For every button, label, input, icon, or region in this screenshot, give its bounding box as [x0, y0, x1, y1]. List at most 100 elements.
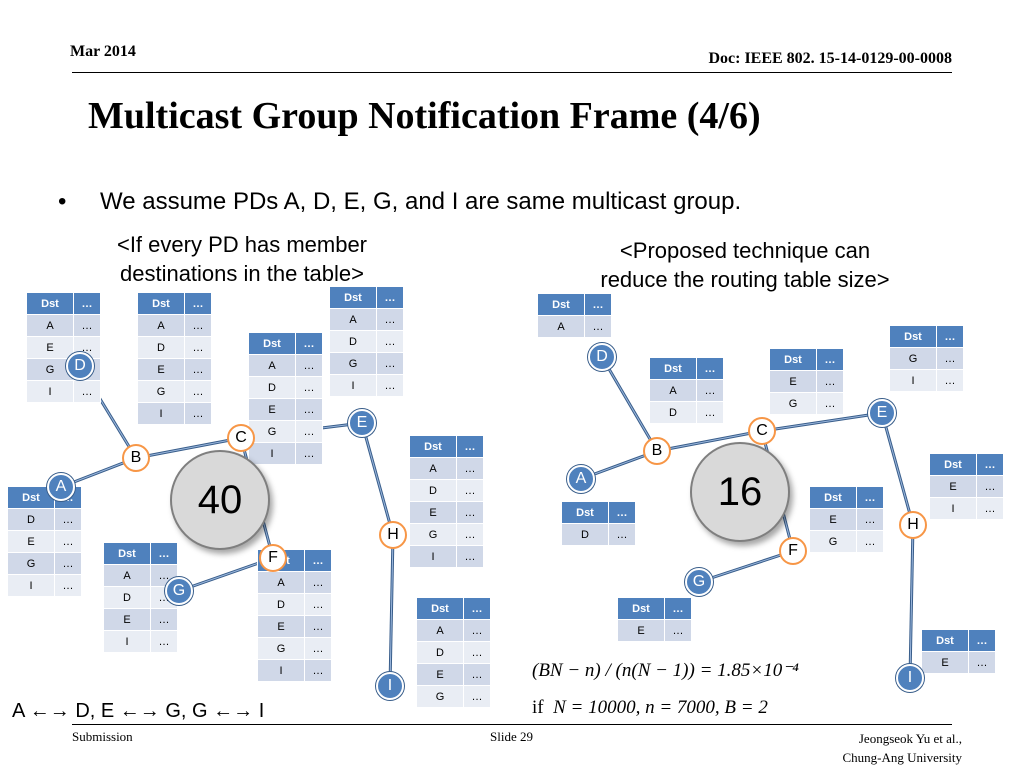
dst-cell: E	[257, 615, 305, 638]
dst-cell: A	[248, 354, 296, 377]
table-header-row: Dst…	[416, 597, 491, 620]
dst-cell: D	[561, 523, 609, 546]
dst-cell: E	[617, 619, 665, 642]
routing-table: Dst… E… G…	[769, 348, 844, 415]
next-hop-cell: …	[150, 630, 178, 653]
routing-table: Dst…A…D…E…G…I…	[137, 292, 212, 425]
table-header-row: Dst…	[137, 292, 212, 315]
table-row: G…	[329, 352, 404, 375]
dst-cell: D	[257, 593, 305, 616]
bullet-symbol: •	[58, 188, 67, 215]
bullet-item: • We assume PDs A, D, E, G, and I are sam…	[58, 188, 741, 216]
table-row: G…	[416, 685, 491, 708]
table-header-row: Dst…	[329, 286, 404, 309]
table-header-row: Dst…	[929, 453, 1004, 476]
node-i: I	[376, 672, 404, 700]
node-a: A	[47, 473, 75, 501]
dst-cell: G	[416, 685, 464, 708]
next-hop-cell: …	[295, 442, 323, 465]
dst-cell: G	[769, 392, 817, 415]
next-hop-cell: …	[976, 475, 1004, 498]
node-g: G	[685, 568, 713, 596]
table-row: E…	[257, 615, 332, 638]
table-row: I…	[257, 659, 332, 682]
table-row: I…	[248, 442, 323, 465]
next-hop-cell: …	[376, 308, 404, 331]
header-rule	[72, 72, 952, 73]
table-row: G…	[769, 392, 844, 415]
next-hop-header: …	[856, 486, 884, 509]
dst-header: Dst	[921, 629, 969, 652]
table-row: A…	[257, 571, 332, 594]
table-row: E…	[769, 370, 844, 393]
dst-cell: A	[537, 315, 585, 338]
dst-cell: D	[137, 336, 185, 359]
next-hop-header: …	[976, 453, 1004, 476]
left-caption-line1: <If every PD has member	[116, 232, 368, 257]
next-hop-cell: …	[304, 571, 332, 594]
table-row: G…	[257, 637, 332, 660]
next-hop-cell: …	[456, 501, 484, 524]
table-row: A…	[409, 457, 484, 480]
node-b: B	[122, 444, 150, 472]
table-row: E…	[103, 608, 178, 631]
dst-cell: D	[103, 586, 151, 609]
next-hop-header: …	[184, 292, 212, 315]
next-hop-cell: …	[936, 369, 964, 392]
next-hop-header: …	[456, 435, 484, 458]
routing-table: Dst… E… G…	[809, 486, 884, 553]
dst-cell: I	[257, 659, 305, 682]
dst-cell: D	[416, 641, 464, 664]
table-row: A…	[416, 619, 491, 642]
next-hop-cell: …	[376, 352, 404, 375]
next-hop-cell: …	[304, 593, 332, 616]
table-row: G…	[7, 552, 82, 575]
table-row: I…	[137, 402, 212, 425]
table-row: D…	[409, 479, 484, 502]
table-header-row: Dst…	[537, 293, 612, 316]
dst-header: Dst	[561, 501, 609, 524]
next-hop-cell: …	[295, 398, 323, 421]
dst-cell: E	[248, 398, 296, 421]
table-row: A…	[537, 315, 612, 338]
dst-header: Dst	[26, 292, 74, 315]
routing-table: Dst… A…	[537, 293, 612, 338]
dst-cell: I	[248, 442, 296, 465]
dst-cell: A	[409, 457, 457, 480]
dst-cell: A	[329, 308, 377, 331]
next-hop-cell: …	[463, 663, 491, 686]
routing-table: Dst… G… I…	[889, 325, 964, 392]
table-header-row: Dst…	[561, 501, 636, 524]
slide-title: Multicast Group Notification Frame (4/6)	[88, 95, 761, 137]
next-hop-header: …	[376, 286, 404, 309]
node-f: F	[779, 537, 807, 565]
next-hop-header: …	[696, 357, 724, 380]
next-hop-cell: …	[696, 401, 724, 424]
formula-ratio: (BN − n) / (n(N − 1)) = 1.85×10⁻⁴	[532, 660, 799, 681]
dst-cell: I	[7, 574, 55, 597]
next-hop-cell: …	[976, 497, 1004, 520]
table-row: A…	[26, 314, 101, 337]
dst-cell: A	[416, 619, 464, 642]
member-pairs-text: A ←→ D, E ←→ G, G ←→ I	[12, 700, 265, 722]
next-hop-cell: …	[304, 637, 332, 660]
footer-author: Jeongseok Yu et al., Chung-Ang Universit…	[842, 729, 962, 767]
dst-cell: E	[26, 336, 74, 359]
dst-cell: A	[103, 564, 151, 587]
next-hop-cell: …	[936, 347, 964, 370]
dst-cell: A	[649, 379, 697, 402]
node-c: C	[227, 424, 255, 452]
dst-cell: G	[7, 552, 55, 575]
next-hop-cell: …	[456, 545, 484, 568]
routing-table: Dst…D…E…G…I…	[7, 486, 82, 597]
table-row: E…	[921, 651, 996, 674]
table-row: I…	[26, 380, 101, 403]
next-hop-cell: …	[184, 380, 212, 403]
table-row: I…	[409, 545, 484, 568]
next-hop-header: …	[150, 542, 178, 565]
dst-cell: G	[248, 420, 296, 443]
table-header-row: Dst…	[889, 325, 964, 348]
next-hop-cell: …	[295, 354, 323, 377]
table-row: I…	[889, 369, 964, 392]
routing-table: Dst… A… D… G… I…	[329, 286, 404, 397]
